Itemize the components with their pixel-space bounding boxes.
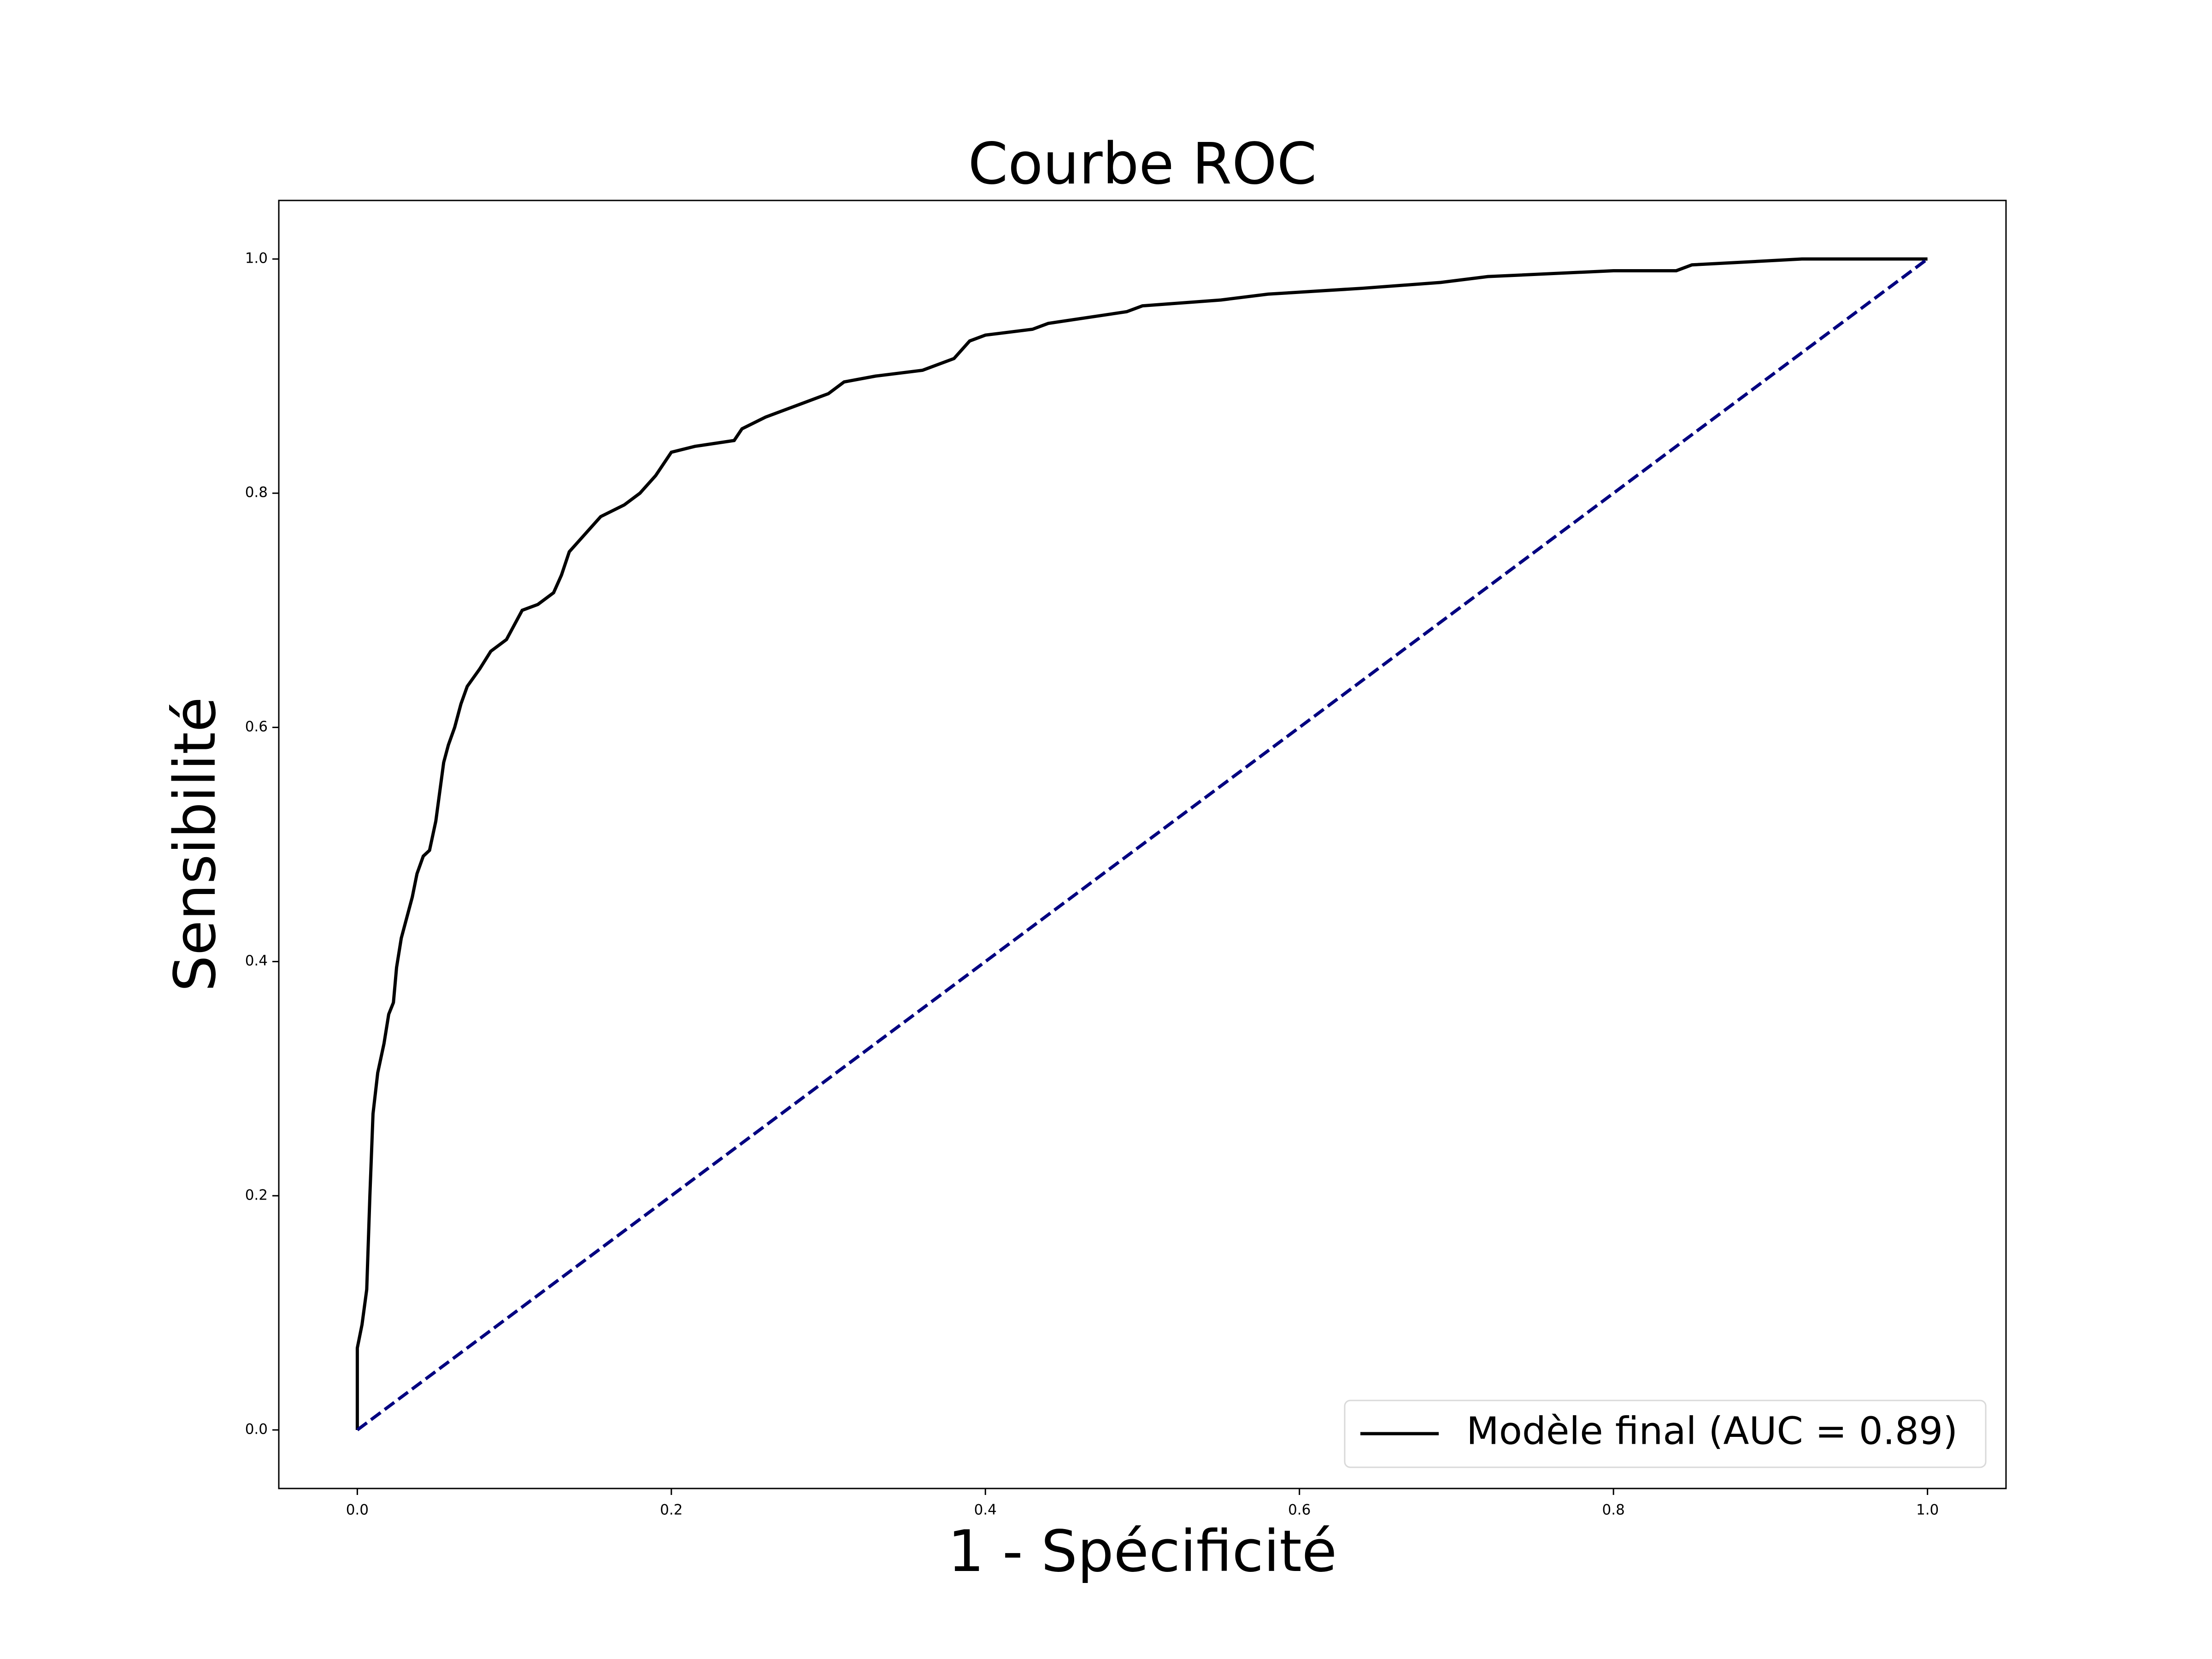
x-tick-label: 0.8: [1602, 1502, 1625, 1518]
y-tick-label: 0.0: [245, 1421, 268, 1437]
y-tick-label: 0.6: [245, 718, 268, 735]
y-axis-label: Sensibilité: [162, 697, 229, 992]
plot-frame: [278, 200, 2007, 1489]
x-axis-label: 1 - Spécificité: [948, 1518, 1337, 1585]
x-tick-label: 1.0: [1916, 1502, 1939, 1518]
x-tick-label: 0.2: [660, 1502, 682, 1518]
series-line: [355, 257, 1928, 1430]
legend-box: [1344, 1400, 1987, 1468]
x-tick-label: 0.6: [1288, 1502, 1311, 1518]
y-tick-label: 0.2: [245, 1187, 268, 1203]
y-tick-label: 1.0: [245, 250, 268, 267]
y-tick-label: 0.8: [245, 484, 268, 501]
chart-title: Courbe ROC: [968, 131, 1317, 197]
x-tick-label: 0.4: [974, 1502, 997, 1518]
x-tick-label: 0.0: [346, 1502, 369, 1518]
series-line: [356, 258, 1929, 1431]
y-tick-label: 0.4: [245, 953, 268, 969]
legend-label: Modèle final (AUC = 0.89): [1466, 1409, 1958, 1453]
